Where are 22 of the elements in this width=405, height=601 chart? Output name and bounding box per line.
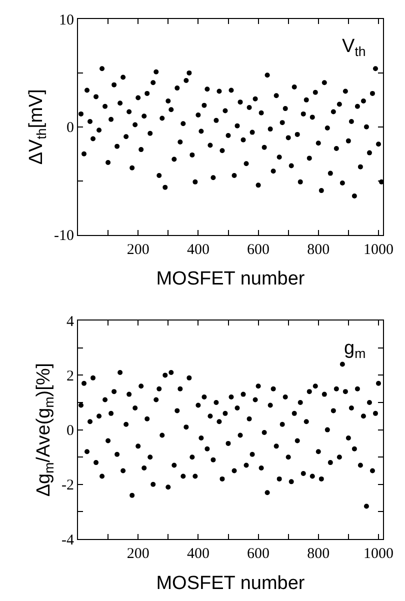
annotation: g$_{m}$ [344, 338, 366, 361]
x-tick-label: 800 [307, 242, 330, 258]
x-tick-label: 400 [186, 242, 210, 258]
x-tick-label: 800 [307, 546, 330, 562]
y-tick-label: -4 [62, 532, 74, 548]
y-tick-label: 0 [66, 120, 74, 136]
x-tick-label: 1000 [363, 546, 394, 562]
x-axis-title: MOSFET number [156, 572, 306, 594]
x-tick-label: 200 [126, 242, 150, 258]
annotation: V$_{th}$ [342, 36, 366, 59]
y-tick-label: 10 [59, 12, 74, 28]
y-tick-label: -2 [62, 478, 74, 494]
y-tick-label: 4 [66, 314, 74, 330]
y-tick-label: 2 [66, 368, 74, 384]
x-axis-title: MOSFET number [156, 268, 306, 290]
x-tick-label: 600 [247, 242, 270, 258]
x-tick-label: 1000 [363, 242, 394, 258]
x-tick-label: 600 [247, 546, 270, 562]
x-tick-label: 400 [186, 546, 210, 562]
y-tick-label: 0 [66, 423, 74, 440]
x-tick-label: 200 [126, 546, 150, 562]
y-tick-label: -10 [54, 228, 74, 244]
